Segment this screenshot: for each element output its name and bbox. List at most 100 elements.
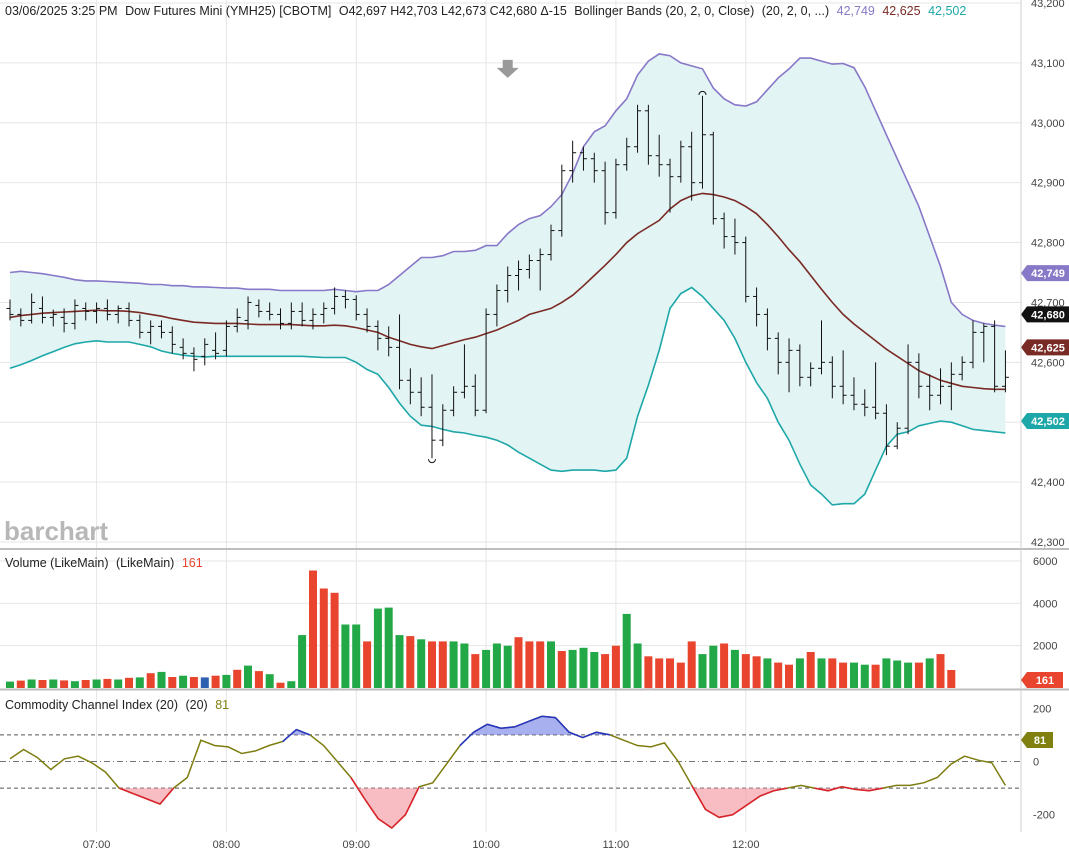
ohlc-bar [266, 302, 274, 321]
volume-bar [92, 679, 101, 688]
ohlc-bar [731, 218, 739, 255]
cci-overbought-segment [541, 715, 556, 719]
cci-panel-title: Commodity Channel Index (20) (20) 81 [5, 698, 229, 712]
volume-bar [503, 645, 512, 688]
cci-tick-label: -200 [1033, 810, 1055, 822]
volume-bar [882, 658, 891, 688]
last-price-badge-label: 42,680 [1031, 309, 1065, 321]
volume-bar [730, 649, 739, 688]
cci-overbought-segment [527, 715, 543, 723]
cci-oversold-segment [350, 777, 366, 800]
ohlc-bar [320, 302, 328, 324]
volume-bar [103, 678, 112, 688]
cci-oversold-fill [693, 788, 788, 818]
ohlc-bar [904, 344, 912, 435]
ohlc-bar [937, 368, 945, 405]
volume-bar [774, 662, 783, 688]
ohlc-bar [277, 308, 284, 330]
ohlc-bar [796, 344, 804, 387]
volume-bar [460, 643, 469, 688]
ohlc-bar [969, 320, 977, 369]
cci-oversold-segment [773, 787, 788, 792]
ohlc-bar [666, 158, 674, 213]
ohlc-bar [926, 374, 934, 411]
volume-bar [233, 669, 242, 688]
volume-bar [49, 679, 58, 688]
x-tick-label: 09:00 [342, 839, 370, 851]
volume-bar [557, 651, 566, 688]
cci-oversold-segment [118, 787, 133, 795]
ohlc-bar [406, 368, 414, 405]
volume-badge-shape [1021, 672, 1063, 688]
ohlc-bar [785, 338, 793, 393]
ohlc-bar [136, 314, 144, 339]
volume-bar [914, 662, 923, 688]
last-price-badge-shape [1021, 306, 1069, 323]
cci-oversold-segment [391, 814, 406, 829]
ohlc-bar [255, 299, 263, 318]
cci-oversold-segment [404, 786, 420, 816]
ohlc-bar [352, 295, 360, 321]
volume-bar [352, 624, 361, 688]
ohlc-bar [612, 158, 620, 219]
cci-oversold-segment [868, 787, 883, 792]
header-indicator-params: (20, 2, 0, ...) [762, 4, 829, 18]
volume-bar [330, 592, 339, 689]
volume-bar [514, 637, 523, 688]
ohlc-bar [428, 374, 436, 459]
cci-overbought-segment [582, 731, 597, 739]
ohlc-bar [157, 320, 165, 339]
cci-oversold-segment [705, 808, 720, 819]
volume-bar [644, 656, 653, 689]
middle-band-badge: 42,625 [1021, 339, 1069, 356]
cci-oversold-segment [718, 813, 733, 819]
ohlc-bar [60, 308, 68, 333]
upper-band-badge-label: 42,749 [1031, 268, 1065, 280]
volume-bar [200, 677, 209, 688]
volume-bar [763, 658, 772, 688]
cci-badge-label: 81 [1034, 735, 1046, 747]
price-tick-label: 42,900 [1031, 178, 1065, 190]
ohlc-bar [980, 323, 988, 363]
volume-bar [741, 654, 750, 688]
ohlc-bar [17, 308, 25, 327]
volume-bar [27, 679, 36, 688]
ohlc-bar [677, 140, 685, 183]
ohlc-bar [168, 326, 176, 354]
volume-bar [384, 607, 393, 688]
ohlc-bar [828, 356, 836, 399]
volume-bar [471, 654, 480, 688]
ohlc-bar [958, 356, 966, 381]
ohlc-bar [872, 362, 880, 420]
cci-params: (20) [185, 698, 207, 712]
ohlc-bar [558, 164, 566, 237]
price-tick-label: 43,100 [1031, 58, 1065, 70]
ohlc-bar [655, 134, 663, 177]
upper-band-badge-shape [1021, 265, 1069, 282]
volume-bar [395, 635, 404, 688]
ohlc-bar [807, 362, 815, 387]
volume-bar [482, 649, 491, 688]
price-tick-label: 42,800 [1031, 238, 1065, 250]
cci-title: Commodity Channel Index (20) [5, 698, 178, 712]
ohlc-bar [882, 404, 890, 456]
volume-bar [428, 641, 436, 688]
price-tick-label: 43,200 [1031, 0, 1065, 10]
volume-params: (LikeMain) [116, 556, 174, 570]
volume-panel [0, 560, 1021, 689]
cci-oversold-segment [827, 786, 843, 792]
ohlc-bar [720, 212, 728, 249]
ohlc-bar [947, 362, 955, 411]
cci-overbought-segment [459, 731, 475, 747]
volume-bar [70, 681, 79, 688]
volume-panel-title: Volume (LikeMain) (LikeMain) 161 [5, 556, 203, 570]
cci-oversold-segment [745, 795, 761, 807]
volume-bar [189, 677, 198, 688]
header-middle-value: 42,625 [882, 4, 920, 18]
cci-oversold-segment [841, 786, 856, 791]
ohlc-bar [763, 308, 771, 351]
cci-oversold-segment [732, 804, 747, 816]
volume-bar [536, 641, 545, 688]
